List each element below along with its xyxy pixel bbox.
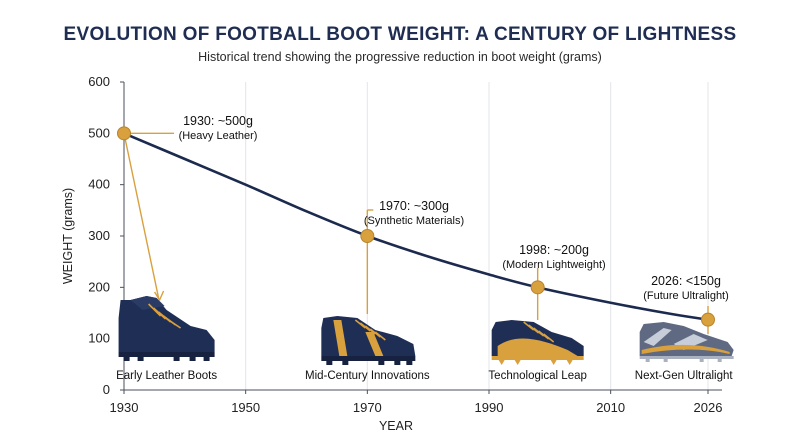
boot-stripe bbox=[365, 332, 384, 356]
boot-stud bbox=[342, 361, 349, 365]
y-tick-label-0: 0 bbox=[103, 382, 110, 397]
boot-stud bbox=[123, 357, 130, 361]
x-tick-label-2010: 2010 bbox=[596, 400, 625, 415]
boot-0: Early Leather Boots bbox=[116, 296, 217, 382]
y-tick-label-500: 500 bbox=[88, 125, 110, 140]
boot-stud bbox=[326, 361, 333, 365]
x-tick-label-1970: 1970 bbox=[353, 400, 382, 415]
point-label-2026: 2026: <150g bbox=[651, 274, 721, 288]
data-point-1970 bbox=[360, 229, 375, 243]
boot-illustrations: Early Leather Boots Mid-Century Innovatio… bbox=[116, 296, 734, 382]
y-tick-label-600: 600 bbox=[88, 74, 110, 89]
boot-accent bbox=[641, 344, 730, 354]
boot-stud bbox=[717, 359, 722, 362]
axes: 0 100 200 300 400 500 600 1930 1950 1970 1990 2010 2… bbox=[61, 74, 722, 433]
boot-caption-1: Mid-Century Innovations bbox=[305, 370, 430, 382]
boot-stud bbox=[173, 357, 180, 361]
boot-2: Technological Leap bbox=[488, 320, 587, 382]
annotations: 1930: ~500g (Heavy Leather) 1970: ~300g (Sy… bbox=[117, 114, 729, 334]
y-tick-label-300: 300 bbox=[88, 228, 110, 243]
boot-1: Mid-Century Innovations bbox=[305, 316, 430, 382]
point-sublabel-1930: (Heavy Leather) bbox=[179, 130, 258, 142]
leader-line-1930 bbox=[123, 133, 160, 299]
boot-stud bbox=[378, 361, 385, 365]
boot-stud bbox=[645, 359, 650, 362]
leader-arrow-1930 bbox=[153, 290, 165, 302]
point-sublabel-1970: (Synthetic Materials) bbox=[364, 215, 464, 227]
x-tick-label-1930: 1930 bbox=[110, 400, 139, 415]
point-sublabel-1998: (Modern Lightweight) bbox=[502, 259, 605, 271]
x-tick-label-2026: 2026 bbox=[694, 400, 723, 415]
y-tick-label-400: 400 bbox=[88, 177, 110, 192]
boot-sole bbox=[491, 356, 584, 360]
chart-title: EVOLUTION OF FOOTBALL BOOT WEIGHT: A CEN… bbox=[63, 24, 737, 45]
boot-stud bbox=[566, 360, 573, 365]
boot-collar bbox=[130, 296, 165, 310]
boot-stud bbox=[550, 360, 557, 365]
boot-sole bbox=[639, 356, 734, 359]
boot-stud bbox=[406, 361, 413, 365]
boot-caption-2: Technological Leap bbox=[488, 370, 586, 382]
point-label-1930: 1930: ~500g bbox=[183, 114, 253, 128]
point-label-1970: 1970: ~300g bbox=[379, 199, 449, 213]
boot-stud bbox=[498, 360, 505, 365]
boot-caption-0: Early Leather Boots bbox=[116, 370, 217, 382]
boot-stud bbox=[699, 359, 704, 362]
boot-sole bbox=[118, 352, 215, 357]
series-weight-line bbox=[123, 132, 709, 321]
boot-sole bbox=[321, 356, 416, 361]
data-point-1930 bbox=[117, 126, 131, 141]
boot-stud bbox=[663, 359, 668, 362]
boot-swoosh bbox=[497, 338, 578, 356]
data-point-1998 bbox=[530, 280, 545, 295]
boot-caption-3: Next-Gen Ultralight bbox=[635, 370, 734, 382]
y-axis-label: WEIGHT (grams) bbox=[61, 188, 75, 284]
x-tick-label-1950: 1950 bbox=[231, 400, 260, 415]
point-sublabel-2026: (Future Ultralight) bbox=[643, 290, 729, 302]
x-tick-label-1990: 1990 bbox=[475, 400, 504, 415]
boot-stud bbox=[394, 361, 401, 365]
boot-lace bbox=[374, 331, 386, 341]
data-point-2026 bbox=[701, 312, 715, 327]
boot-stud bbox=[203, 357, 210, 361]
series-line bbox=[123, 132, 709, 321]
boot-stripe bbox=[333, 320, 348, 356]
y-tick-label-100: 100 bbox=[88, 331, 110, 346]
boot-lace bbox=[543, 333, 555, 343]
boot-panel bbox=[643, 328, 672, 346]
chart-subtitle: Historical trend showing the progressive… bbox=[198, 50, 602, 64]
boot-stud bbox=[514, 360, 521, 365]
boot-lace bbox=[168, 319, 182, 329]
boot-stud bbox=[137, 357, 144, 361]
boot-upper bbox=[118, 296, 215, 352]
x-axis-label: YEAR bbox=[379, 419, 413, 433]
boot-3: Next-Gen Ultralight bbox=[635, 322, 734, 382]
y-tick-label-200: 200 bbox=[88, 279, 110, 294]
point-label-1998: 1998: ~200g bbox=[519, 243, 589, 257]
boot-stud bbox=[189, 357, 196, 361]
